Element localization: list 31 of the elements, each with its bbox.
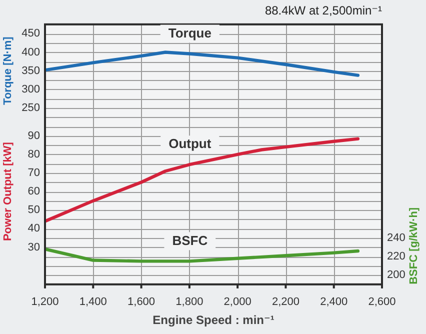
y-tick-label: 300 [22,83,40,96]
x-tick-label: 1,200 [31,296,59,308]
x-tick-label: 2,000 [224,296,252,308]
y3-tick-label: 70 [28,167,40,180]
y2-axis-title: BSFC [g/kW·h] [408,207,420,284]
y2-tick-label: 200 [387,269,406,282]
x-tick-label: 1,600 [128,296,156,308]
y-tick-label: 400 [22,46,40,58]
x-tick-label: 2,200 [272,296,300,308]
y-tick-label: 350 [22,64,40,77]
x-tick-label: 1,400 [79,296,107,308]
y-tick-label: 450 [22,28,40,40]
x-tick-label: 1,800 [176,296,204,308]
chart-title: 88.4kW at 2,500min⁻¹ [264,4,382,18]
series-label: Output [168,136,212,152]
series-label: BSFC [172,232,208,248]
y-axis-title: Torque [N·m] [2,36,14,105]
y2-tick-label: 220 [387,250,406,263]
y3-tick-label: 30 [28,241,40,254]
y-tick-label: 250 [22,102,40,114]
series-label: Torque [168,25,212,40]
y3-tick-label: 40 [28,222,40,235]
y3-tick-label: 50 [28,204,40,216]
x-tick-label: 2,400 [320,296,348,308]
x-tick-label: 2,600 [368,296,396,308]
x-axis-title: Engine Speed : min⁻¹ [152,313,274,328]
y3-tick-label: 80 [28,148,40,160]
y3-axis-title: Power Output [kW] [2,142,14,242]
y3-tick-label: 60 [28,186,40,198]
y3-tick-label: 90 [28,130,40,142]
y2-tick-label: 240 [387,232,406,244]
